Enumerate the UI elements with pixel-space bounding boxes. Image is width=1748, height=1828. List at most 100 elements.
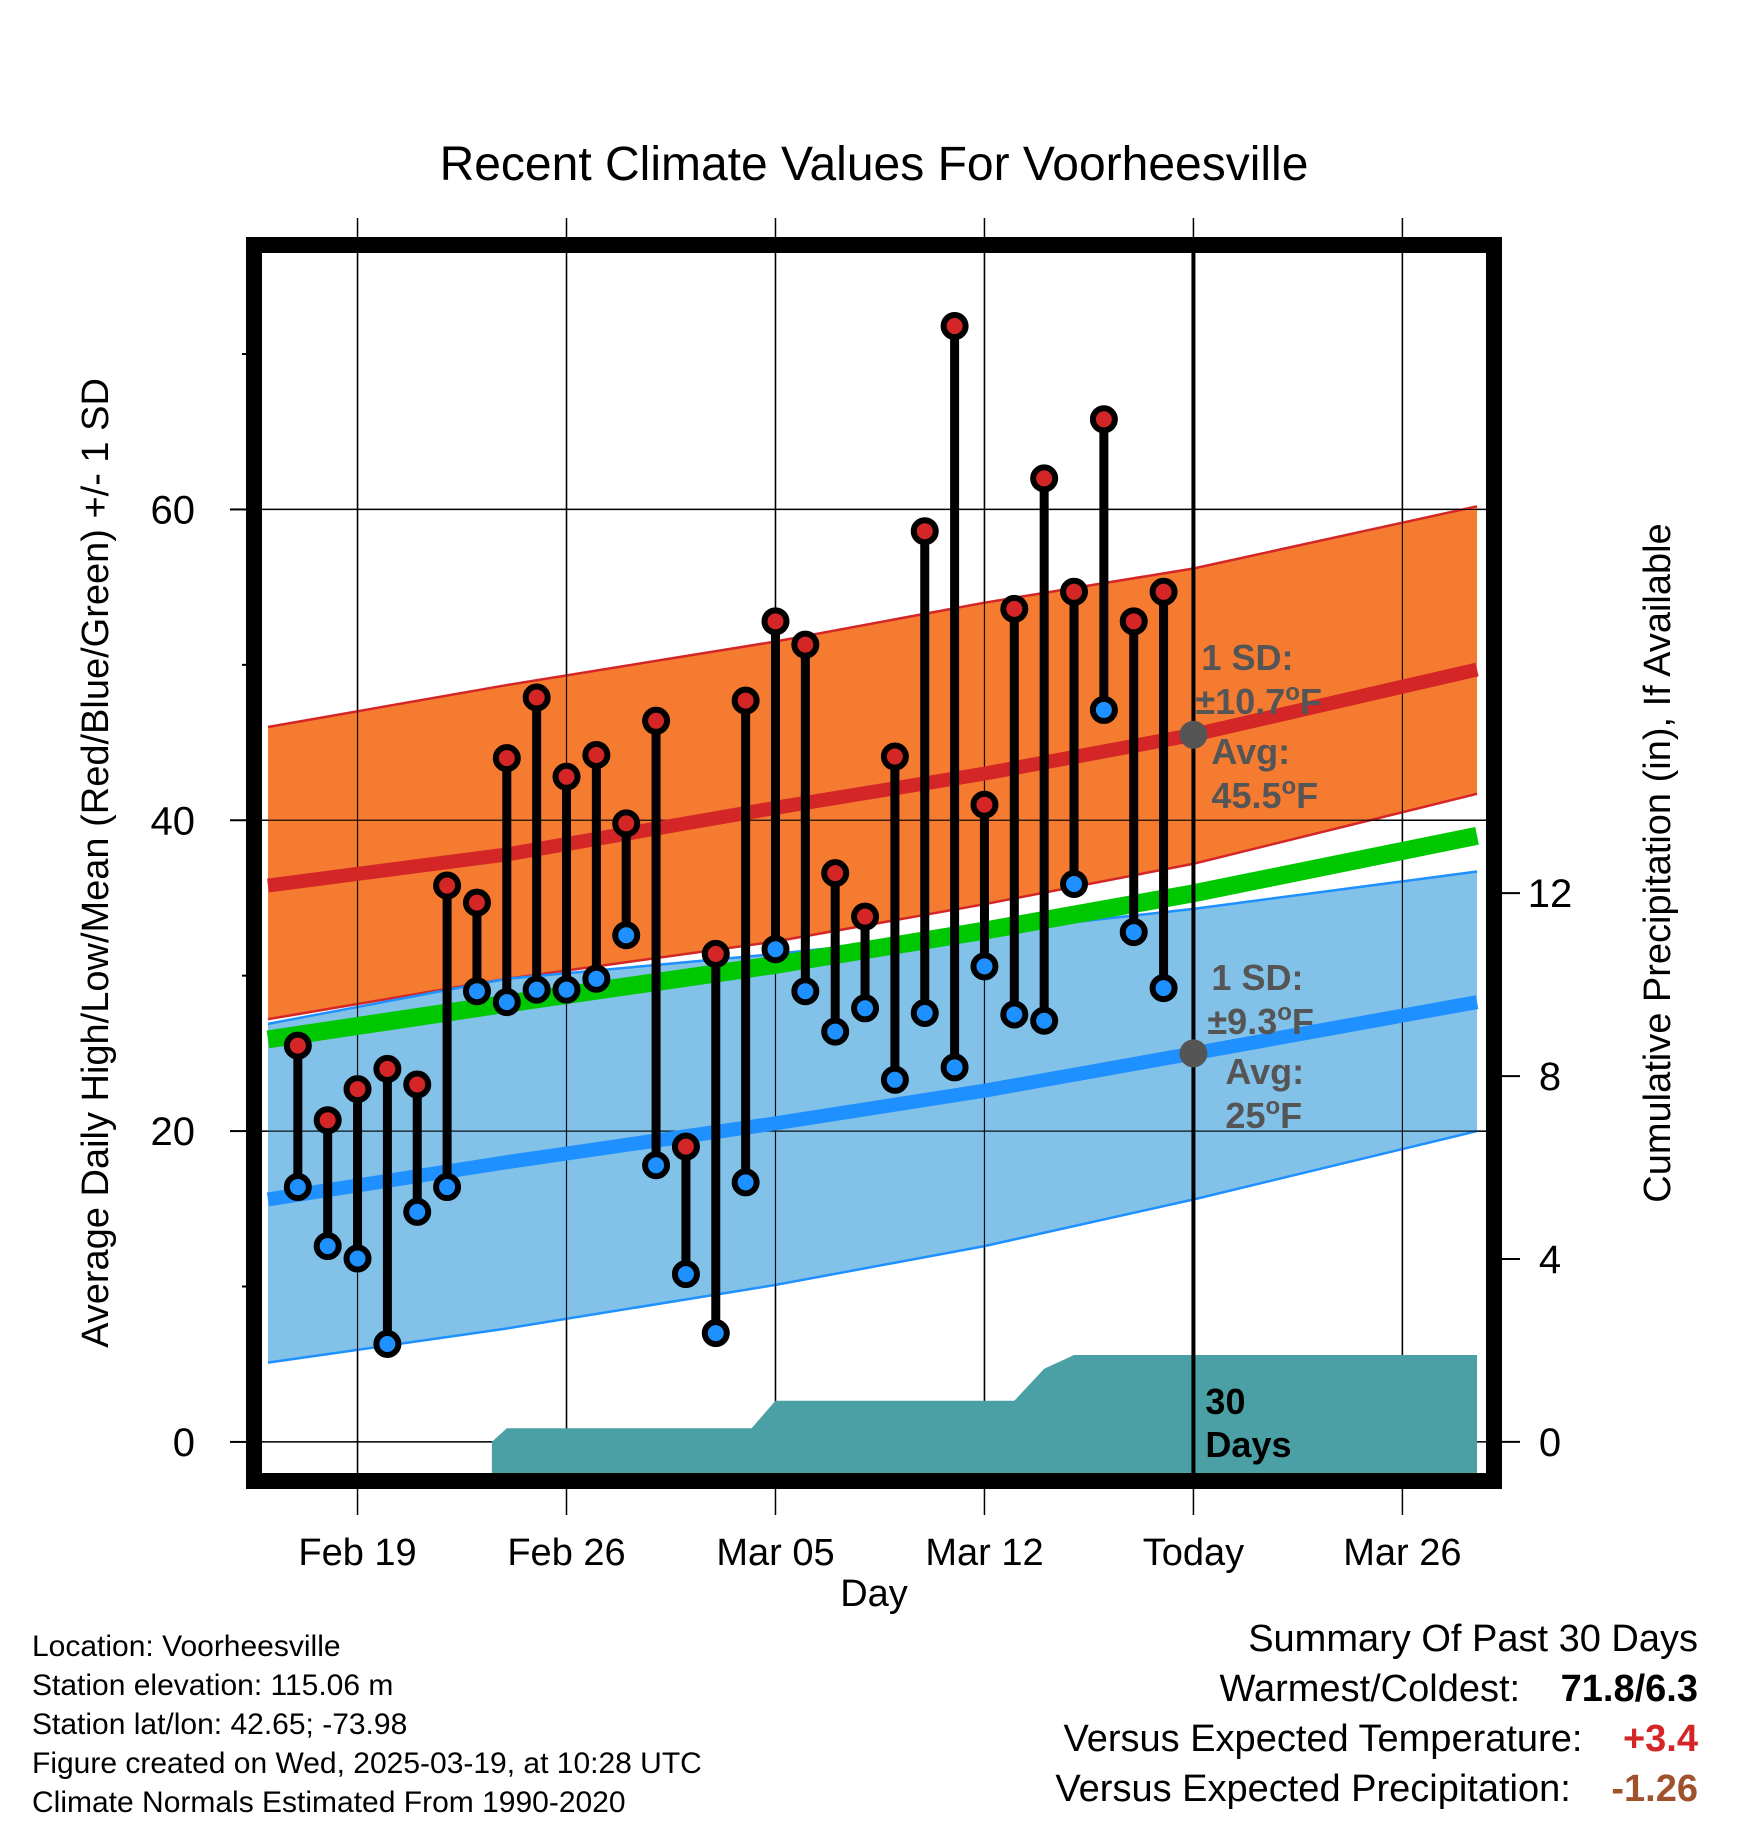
obs-low-point (970, 952, 999, 981)
normals-text: Climate Normals Estimated From 1990-2020 (32, 1786, 626, 1819)
obs-high-point (880, 742, 909, 771)
summary-precip: Versus Expected Precipitation: -1.26 (1055, 1768, 1698, 1811)
obs-high-point (851, 902, 880, 931)
obs-high-point (701, 939, 730, 968)
obs-low-point (313, 1232, 342, 1261)
obs-high-point (433, 871, 462, 900)
summary-title: Summary Of Past 30 Days (1248, 1618, 1698, 1660)
location-text: Location: Voorheesville (32, 1630, 341, 1663)
obs-high-point (671, 1132, 700, 1161)
obs-low-point (880, 1065, 909, 1094)
precip-value: -1.26 (1611, 1768, 1698, 1810)
warm-cold-label: Warmest/Coldest: (1219, 1668, 1521, 1710)
mean-normal-line (266, 826, 1479, 1049)
obs-high-point (1089, 405, 1118, 434)
obs-high-point (731, 686, 760, 715)
obs-high-point (1060, 577, 1089, 606)
precip-area (491, 1355, 1478, 1473)
y-tick-label: 40 (151, 799, 196, 843)
x-tick-label: Feb 19 (298, 1532, 416, 1574)
obs-high-point (910, 517, 939, 546)
obs-low-point (642, 1151, 671, 1180)
summary-temp: Versus Expected Temperature: +3.4 (1063, 1718, 1698, 1761)
x-tick-label: Feb 26 (507, 1532, 625, 1574)
obs-low-point (851, 994, 880, 1023)
obs-high-point (313, 1106, 342, 1135)
elevation-text: Station elevation: 115.06 m (32, 1669, 394, 1702)
obs-high-point (642, 706, 671, 735)
low-sd-value: ±9.3oF (1207, 999, 1313, 1042)
low-avg-marker (1179, 1039, 1208, 1068)
obs-high-point (970, 790, 999, 819)
latlon-text: Station lat/lon: 42.65; -73.98 (32, 1708, 408, 1741)
created-text: Figure created on Wed, 2025-03-19, at 10… (32, 1747, 702, 1780)
low-normal-line (266, 995, 1479, 1207)
climate-chart: Recent Climate Values For Voorheesville … (75, 138, 1679, 1615)
obs-low-point (612, 921, 641, 950)
obs-high-point (791, 630, 820, 659)
obs-high-point (403, 1070, 432, 1099)
obs-low-point (821, 1017, 850, 1046)
obs-low-point (910, 998, 939, 1027)
high-avg-label: Avg: (1211, 731, 1290, 772)
obs-low-point (552, 975, 581, 1004)
obs-low-point (940, 1053, 969, 1082)
obs-low-point (1030, 1006, 1059, 1035)
obs-low-point (283, 1173, 312, 1202)
y-tick-label: 20 (151, 1110, 196, 1154)
obs-low-point (1000, 1000, 1029, 1029)
low-lower-line (267, 1129, 1478, 1364)
obs-low-point (582, 964, 611, 993)
obs-low-point (462, 977, 491, 1006)
y2-axis-label: Cumulative Precipitation (in), If Availa… (1637, 523, 1679, 1202)
obs-low-point (671, 1260, 700, 1289)
high-upper-line (267, 505, 1478, 729)
summary-warm-cold: Warmest/Coldest: 71.8/6.3 (1220, 1668, 1698, 1711)
obs-low-point (761, 935, 790, 964)
obs-low-point (373, 1330, 402, 1359)
obs-high-point (283, 1031, 312, 1060)
obs-high-point (492, 744, 521, 773)
low-avg-label: Avg: (1225, 1051, 1304, 1092)
obs-high-point (940, 312, 969, 341)
obs-low-point (1089, 695, 1118, 724)
obs-high-point (462, 888, 491, 917)
high-sd-label: 1 SD: (1201, 637, 1293, 678)
y2-tick-label: 0 (1539, 1421, 1561, 1465)
obs-high-point (552, 762, 581, 791)
x-axis-label: Day (840, 1573, 908, 1615)
high-avg-marker (1179, 720, 1208, 749)
y-tick-label: 0 (173, 1421, 195, 1465)
obs-high-point (582, 740, 611, 769)
obs-high-point (761, 607, 790, 636)
x-tick-label: Today (1143, 1532, 1244, 1574)
x-tick-label: Mar 05 (716, 1532, 834, 1574)
station-info: Location: Voorheesville Station elevatio… (32, 1627, 702, 1822)
high-avg-value: 45.5oF (1211, 773, 1318, 816)
obs-low-point (343, 1244, 372, 1273)
y-tick-label: 60 (151, 488, 196, 532)
obs-high-point (1030, 464, 1059, 493)
x-tick-label: Mar 26 (1343, 1532, 1461, 1574)
obs-high-point (821, 859, 850, 888)
obs-low-point (433, 1173, 462, 1202)
high-sd-value: ±10.7oF (1195, 679, 1322, 722)
days-word-label: Days (1205, 1424, 1291, 1465)
obs-low-point (701, 1319, 730, 1348)
temp-value: +3.4 (1622, 1718, 1698, 1760)
obs-high-point (1119, 607, 1148, 636)
obs-low-point (1060, 869, 1089, 898)
obs-low-point (791, 977, 820, 1006)
obs-low-point (522, 975, 551, 1004)
obs-low-point (1119, 918, 1148, 947)
y2-tick-label: 4 (1539, 1238, 1561, 1282)
obs-high-point (373, 1054, 402, 1083)
temp-label: Versus Expected Temperature: (1063, 1718, 1583, 1760)
obs-low-point (403, 1197, 432, 1226)
obs-low-point (1149, 974, 1178, 1003)
x-tick-label: Mar 12 (925, 1532, 1043, 1574)
obs-low-point (731, 1168, 760, 1197)
chart-title: Recent Climate Values For Voorheesville (440, 138, 1309, 191)
low-sd-label: 1 SD: (1211, 957, 1303, 998)
obs-high-point (1149, 577, 1178, 606)
